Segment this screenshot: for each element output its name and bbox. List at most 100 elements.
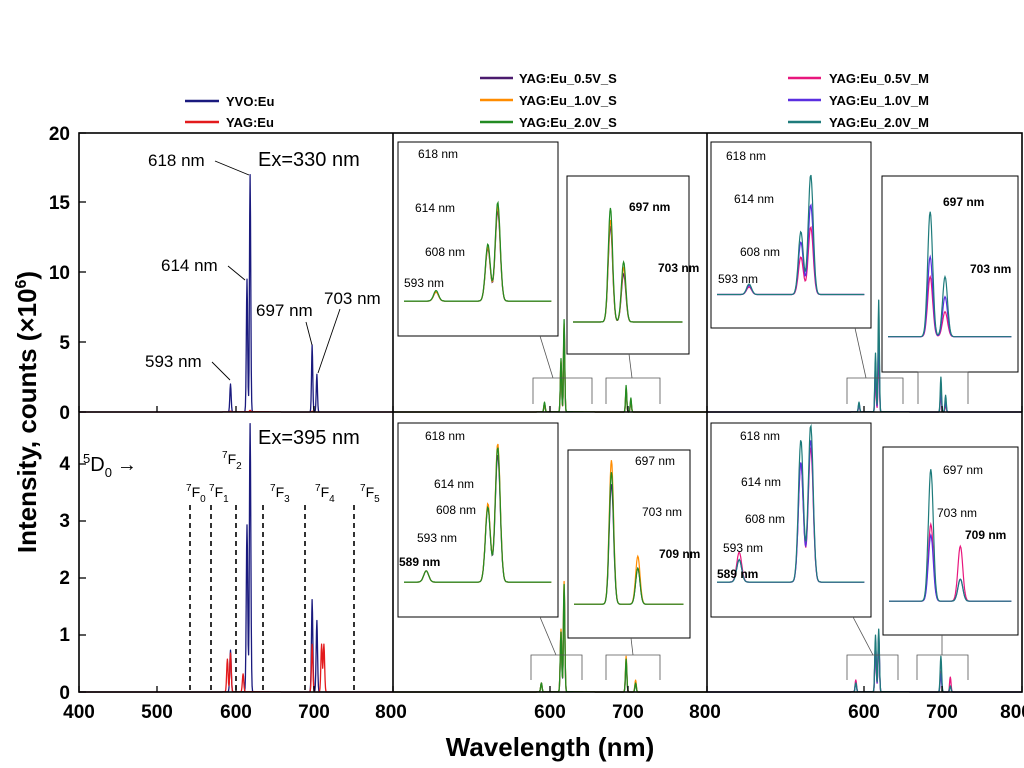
inset-peak-label: 697 nm — [943, 195, 984, 209]
inset-peak-label: 614 nm — [415, 201, 455, 215]
zoom-connector — [539, 616, 557, 656]
inset-peak-label: 703 nm — [658, 261, 699, 275]
inset-peak-label: 589 nm — [717, 567, 758, 581]
x-tick-label: 800 — [1000, 702, 1024, 723]
inset-series-line — [574, 472, 684, 605]
inset-peak-label: 614 nm — [434, 477, 474, 491]
transition-label: 7F0 — [186, 483, 206, 505]
inset-peak-label: 703 nm — [937, 506, 977, 520]
inset-peak-label: 618 nm — [740, 429, 780, 443]
excitation-label: Ex=330 nm — [258, 149, 360, 171]
transition-label: 7F5 — [360, 483, 380, 505]
inset-panel — [397, 422, 559, 618]
peak-label: 703 nm — [324, 289, 381, 308]
transition-label: 7F2 — [222, 450, 242, 472]
inset-labels-bottom-middle: 618 nm 614 nm 608 nm 593 nm 589 nm 697 n… — [399, 429, 700, 569]
transition-lines — [189, 505, 355, 690]
zoom-bracket — [605, 654, 661, 680]
inset-peak-label: 593 nm — [417, 531, 457, 545]
y-tick-label: 15 — [49, 193, 71, 214]
y-axis-title: Intensity, counts (×106) — [12, 271, 42, 553]
inset-panels — [397, 141, 1019, 680]
inset-peak-label: 709 nm — [965, 528, 1006, 542]
inset-labels-top-right: 618 nm 614 nm 608 nm 593 nm 697 nm 703 n… — [718, 149, 1011, 286]
inset-peak-label: 608 nm — [740, 245, 780, 259]
inset-panel — [397, 141, 559, 337]
legend-label: YVO:Eu — [226, 94, 274, 109]
x-tick-label: 600 — [848, 702, 880, 723]
y-tick-label: 3 — [59, 511, 70, 532]
zoom-connector — [539, 335, 554, 379]
transition-label: 7F4 — [315, 483, 335, 505]
inset-frame — [881, 175, 1019, 373]
inset-panel — [567, 449, 691, 639]
x-tick-label: 800 — [375, 702, 407, 723]
peak-label: 593 nm — [145, 352, 202, 371]
legend-label: YAG:Eu_2.0V_M — [829, 115, 929, 130]
inset-peak-label: 697 nm — [635, 454, 675, 468]
y-tick-label: 0 — [59, 403, 70, 424]
inset-frame — [566, 175, 690, 355]
x-tick-label: 600 — [220, 702, 252, 723]
y-tick-label: 0 — [59, 683, 70, 704]
inset-series-line — [717, 423, 865, 583]
inset-panel — [566, 175, 690, 355]
inset-peak-label: 618 nm — [425, 429, 465, 443]
inset-panel — [881, 175, 1019, 373]
y-tick-label: 20 — [49, 124, 70, 145]
inset-frame — [710, 422, 872, 618]
inset-series-line — [404, 200, 552, 302]
legend-label: YAG:Eu_0.5V_M — [829, 71, 929, 86]
inset-frame — [397, 141, 559, 337]
legend-label: YAG:Eu_1.0V_S — [519, 93, 617, 108]
zoom-bracket — [917, 371, 969, 404]
x-tick-label: 800 — [689, 702, 721, 723]
zoom-bracket — [605, 377, 661, 404]
y-tick-label: 2 — [59, 568, 70, 589]
inset-peak-label: 608 nm — [425, 245, 465, 259]
transition-label: 7F1 — [209, 483, 229, 505]
zoom-connector — [630, 637, 634, 656]
inset-peak-label: 614 nm — [734, 192, 774, 206]
legend-left: YVO:Eu YAG:Eu — [185, 94, 274, 130]
peak-label: 618 nm — [148, 151, 205, 170]
inset-peak-label: 593 nm — [718, 272, 758, 286]
inset-peak-label: 697 nm — [629, 200, 670, 214]
legend-label: YAG:Eu_2.0V_S — [519, 115, 617, 130]
excitation-label: Ex=395 nm — [258, 427, 360, 449]
zoom-bracket — [532, 377, 593, 404]
zoom-connector — [628, 353, 633, 379]
inset-peak-label: 618 nm — [726, 149, 766, 163]
zoom-bracket — [916, 654, 969, 680]
x-tick-label: 700 — [926, 702, 958, 723]
inset-panel — [710, 141, 872, 329]
series-line — [706, 637, 1023, 693]
y-tick-labels-bottom: 0 1 2 3 4 — [59, 454, 70, 704]
x-tick-labels: 400 500 600 700 800 600 700 800 600 700 … — [63, 702, 1024, 723]
inset-frame — [882, 446, 1019, 636]
top-left-annotations: Ex=330 nm 618 nm 614 nm 697 nm 703 nm 59… — [145, 149, 381, 381]
zoom-bracket — [846, 377, 904, 404]
y-tick-label: 4 — [59, 454, 70, 475]
inset-peak-label: 589 nm — [399, 555, 440, 569]
legend-label: YAG:Eu_0.5V_S — [519, 71, 617, 86]
legend-middle: YAG:Eu_0.5V_S YAG:Eu_1.0V_S YAG:Eu_2.0V_… — [480, 71, 617, 130]
inset-peak-label: 703 nm — [642, 505, 682, 519]
inset-series-line — [404, 447, 552, 583]
series-line — [706, 634, 1023, 693]
level-label: 5D0 → — [83, 451, 137, 480]
inset-panel — [882, 446, 1019, 636]
inset-frame — [710, 141, 872, 329]
zoom-bracket — [846, 654, 899, 680]
x-tick-label: 700 — [612, 702, 644, 723]
legend-label: YAG:Eu_1.0V_M — [829, 93, 929, 108]
inset-series-line — [717, 174, 865, 296]
inset-peak-label: 697 nm — [943, 463, 983, 477]
x-tick-label: 500 — [141, 702, 173, 723]
inset-series-line — [573, 207, 683, 323]
zoom-connector — [854, 327, 867, 379]
legend-label: YAG:Eu — [226, 115, 274, 130]
inset-peak-label: 593 nm — [723, 541, 763, 555]
inset-labels-top-middle: 618 nm 614 nm 608 nm 593 nm 697 nm 703 n… — [404, 147, 699, 290]
inset-peak-label: 618 nm — [418, 147, 458, 161]
